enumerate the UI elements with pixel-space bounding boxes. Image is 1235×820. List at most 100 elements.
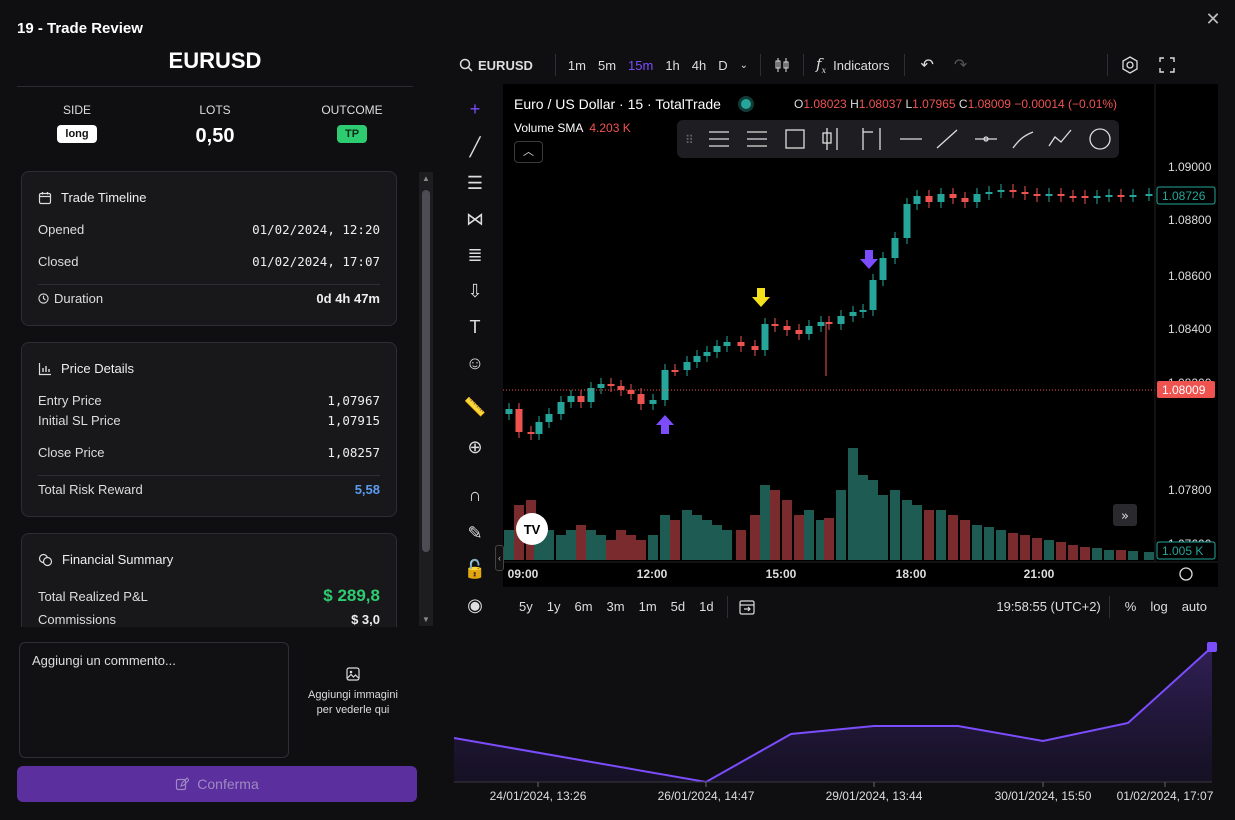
collapse-sidebar-handle[interactable]: ‹ bbox=[495, 545, 504, 571]
candle-body bbox=[693, 356, 701, 362]
add-images-area[interactable]: Aggiungi immagini per vederle qui bbox=[306, 666, 400, 718]
fib-icon[interactable]: ≣ bbox=[467, 245, 483, 265]
candle-body bbox=[1081, 196, 1089, 198]
flag-icon[interactable] bbox=[862, 128, 881, 150]
log-toggle[interactable]: log bbox=[1150, 599, 1168, 614]
date-range-icon[interactable] bbox=[738, 598, 756, 616]
timeframe-4h[interactable]: 4h bbox=[691, 57, 707, 73]
percent-toggle[interactable]: % bbox=[1124, 599, 1137, 614]
text-icon[interactable]: T bbox=[469, 317, 481, 337]
rectangle-icon[interactable] bbox=[785, 129, 805, 149]
timeframe-5m[interactable]: 5m bbox=[597, 57, 617, 73]
volume-bar bbox=[1104, 550, 1114, 560]
range-1m[interactable]: 1m bbox=[638, 599, 657, 614]
chevron-down-icon[interactable]: ⌄ bbox=[739, 59, 749, 71]
indicators-button[interactable]: fx Indicators bbox=[816, 55, 889, 75]
scroll-to-realtime-button[interactable] bbox=[1113, 504, 1137, 526]
tradingview-logo-icon[interactable] bbox=[516, 513, 548, 545]
range-1d[interactable]: 1d bbox=[699, 599, 714, 614]
comment-input[interactable] bbox=[19, 642, 289, 758]
horizontal-lines-icon[interactable]: ☰ bbox=[466, 173, 484, 193]
details-scrollbar[interactable]: ▲ ▼ bbox=[419, 172, 433, 626]
price-chart-widget[interactable]: EURUSD 1m 5m 15m 1h 4h D ⌄ fx Indicators… bbox=[448, 46, 1218, 626]
candle-body bbox=[627, 390, 635, 394]
fullscreen-icon[interactable] bbox=[1158, 56, 1176, 74]
volume-bar bbox=[836, 490, 846, 560]
unlock-icon[interactable]: 🔓 bbox=[463, 559, 487, 579]
emoji-icon[interactable]: ☺ bbox=[465, 353, 485, 373]
symbol-search[interactable]: EURUSD bbox=[459, 58, 533, 73]
candle-body bbox=[1033, 194, 1041, 196]
details-scroll-area[interactable]: Trade Timeline Opened 01/02/2024, 12:20 C… bbox=[17, 171, 434, 627]
collapse-legend-button[interactable]: ︿ bbox=[514, 141, 543, 163]
timeframe-d[interactable]: D bbox=[718, 57, 728, 73]
auto-toggle[interactable]: auto bbox=[1181, 599, 1207, 614]
ohlc-legend: O1.08023 H1.08037 L1.07965 C1.08009 −0.0… bbox=[794, 97, 1117, 111]
candle-body bbox=[783, 326, 791, 330]
settings-icon[interactable] bbox=[1120, 55, 1140, 75]
candlestick-chart[interactable]: 1.090001.088001.086001.084001.082001.078… bbox=[503, 84, 1218, 587]
volume-bar bbox=[616, 530, 626, 560]
range-3m[interactable]: 3m bbox=[606, 599, 625, 614]
candle-body bbox=[849, 312, 857, 316]
search-icon bbox=[459, 58, 473, 72]
path-icon[interactable] bbox=[1048, 129, 1072, 147]
volume-bar bbox=[890, 490, 900, 560]
volume-bar bbox=[750, 515, 760, 560]
volume-bar bbox=[1008, 533, 1018, 560]
range-6m[interactable]: 6m bbox=[574, 599, 593, 614]
parallel-channel-icon[interactable] bbox=[709, 131, 729, 147]
close-icon[interactable]: ✕ bbox=[1205, 9, 1221, 29]
drag-handle-icon[interactable]: ⠿ bbox=[685, 133, 694, 147]
range-1y[interactable]: 1y bbox=[546, 599, 561, 614]
undo-icon[interactable]: ↶ bbox=[920, 57, 934, 74]
pattern-icon[interactable]: ⋈ bbox=[466, 209, 484, 229]
crosshair-icon[interactable]: + bbox=[469, 99, 481, 119]
opened-label: Opened bbox=[38, 222, 85, 237]
candle-body bbox=[617, 386, 625, 390]
volume-bar bbox=[824, 518, 834, 560]
axis-settings-icon[interactable] bbox=[1179, 567, 1193, 581]
close-price-value: 1,08257 bbox=[327, 445, 380, 460]
volume-bar bbox=[556, 535, 566, 560]
candle-body bbox=[637, 394, 645, 404]
magnet-icon[interactable]: ∩ bbox=[468, 485, 482, 505]
candle-body bbox=[805, 326, 813, 334]
timeframe-15m[interactable]: 15m bbox=[628, 57, 654, 73]
scroll-up-icon[interactable]: ▲ bbox=[422, 174, 430, 183]
separator bbox=[554, 54, 556, 76]
current-price-tag-bg bbox=[1157, 381, 1215, 398]
separator bbox=[903, 54, 905, 76]
range-5d[interactable]: 5d bbox=[670, 599, 686, 614]
candles-icon[interactable] bbox=[773, 56, 791, 74]
arrow-down-icon[interactable]: ⇩ bbox=[467, 281, 483, 301]
eye-icon[interactable]: ◉ bbox=[467, 595, 483, 615]
range-5y[interactable]: 5y bbox=[519, 599, 533, 614]
separator bbox=[803, 54, 805, 76]
fib-retracement-icon[interactable] bbox=[747, 131, 767, 147]
timeframe-1m[interactable]: 1m bbox=[567, 57, 586, 73]
ray-icon[interactable] bbox=[936, 129, 958, 149]
lock-pencil-icon[interactable]: ✎ bbox=[467, 523, 483, 543]
open-label: O bbox=[794, 97, 804, 111]
commissions-label: Commissions bbox=[38, 612, 117, 627]
redo-icon[interactable]: ↷ bbox=[953, 57, 968, 74]
separator bbox=[726, 595, 728, 618]
confirm-button[interactable]: Conferma bbox=[17, 766, 417, 802]
horizontal-ray-icon[interactable] bbox=[975, 136, 997, 142]
high-value: 1.08037 bbox=[858, 97, 903, 111]
volume-bar bbox=[692, 515, 702, 560]
scroll-down-icon[interactable]: ▼ bbox=[422, 615, 430, 624]
zoom-in-icon[interactable]: ⊕ bbox=[467, 437, 483, 457]
settings-icon[interactable] bbox=[1089, 128, 1111, 150]
trend-line-icon[interactable]: ╱ bbox=[469, 137, 481, 157]
long-position-icon[interactable] bbox=[822, 128, 838, 150]
scrollbar-thumb[interactable] bbox=[422, 190, 430, 552]
ruler-icon[interactable]: 📏 bbox=[463, 397, 487, 417]
chart-clock[interactable]: 19:58:55 (UTC+2) bbox=[996, 599, 1101, 614]
candle-body bbox=[587, 388, 595, 402]
brush-icon[interactable] bbox=[1012, 131, 1034, 149]
timeframe-1h[interactable]: 1h bbox=[665, 57, 680, 73]
candle-body bbox=[515, 409, 523, 432]
volume-bar bbox=[936, 510, 946, 560]
